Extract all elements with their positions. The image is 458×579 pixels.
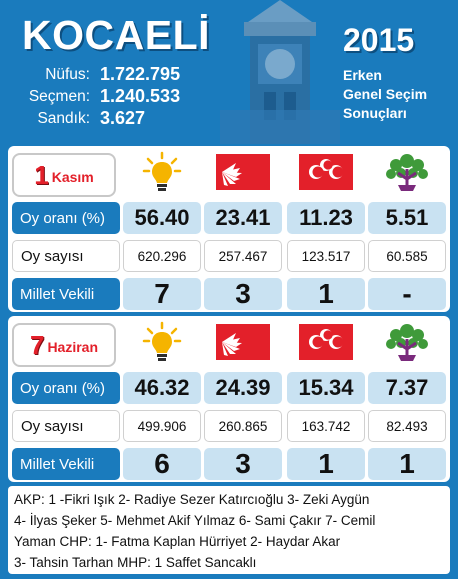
akp-mp-count: 6	[123, 448, 201, 480]
hdp-vote-share: 5.51	[368, 202, 446, 234]
hdp-vote-count: 82.493	[368, 410, 446, 442]
vote-share-row: Oy oranı (%) 56.40 23.41 11.23 5.51	[8, 200, 450, 236]
akp-vote-share: 46.32	[123, 372, 201, 404]
row-label: Oy oranı (%)	[12, 202, 120, 234]
subtitle-line: Erken	[343, 67, 382, 83]
date-number: 7	[29, 329, 45, 360]
stat-label: Seçmen:	[28, 88, 90, 105]
hdp-mp-count: -	[368, 278, 446, 310]
chp-logo-icon	[204, 150, 282, 194]
mhp-vote-count: 123.517	[287, 240, 365, 272]
date-number: 1	[34, 159, 49, 190]
header: KOCAELİ Nüfus: 1.722.795 Seçmen: 1.240.5…	[0, 0, 458, 144]
subtitle: Erken Genel Seçim Sonuçları	[343, 66, 427, 123]
stat-label: Nüfus:	[45, 66, 90, 83]
akp-vote-share: 56.40	[123, 202, 201, 234]
chp-vote-count: 260.865	[204, 410, 282, 442]
election-panel-1-kasim: 1 Kasım Oy oranı (%) 56.40 23.41 11.23 5…	[8, 146, 450, 312]
hdp-vote-count: 60.585	[368, 240, 446, 272]
chp-vote-count: 257.467	[204, 240, 282, 272]
party-logo-row: 7 Haziran	[8, 316, 450, 368]
mhp-vote-share: 11.23	[287, 202, 365, 234]
stat-label: Sandık:	[37, 110, 90, 127]
row-label: Oy sayısı	[12, 410, 120, 442]
date-badge: 7 Haziran	[12, 323, 116, 367]
mhp-mp-count: 1	[287, 448, 365, 480]
date-month: Haziran	[47, 339, 99, 355]
hdp-logo-icon	[368, 320, 446, 364]
mhp-logo-icon	[287, 320, 365, 364]
chp-vote-share: 23.41	[204, 202, 282, 234]
city-title: KOCAELİ	[22, 12, 210, 58]
candidate-line: 4- İlyas Şeker 5- Mehmet Akif Yılmaz 6- …	[14, 513, 376, 528]
akp-logo-icon	[123, 320, 201, 364]
subtitle-line: Genel Seçim	[343, 86, 428, 102]
vote-count-row: Oy sayısı 499.906 260.865 163.742 82.493	[8, 408, 450, 444]
stat-value: 3.627	[100, 108, 146, 128]
mhp-logo-icon	[287, 150, 365, 194]
akp-logo-icon	[123, 150, 201, 194]
year: 2015	[343, 22, 415, 58]
party-logo-row: 1 Kasım	[8, 146, 450, 198]
date-month: Kasım	[51, 169, 94, 185]
hdp-mp-count: 1	[368, 448, 446, 480]
row-label: Oy sayısı	[12, 240, 120, 272]
candidate-line: 3- Tahsin Tarhan MHP: 1 Saffet Sancaklı	[14, 555, 257, 570]
candidate-line: AKP: 1 -Fikri Işık 2- Radiye Sezer Katır…	[14, 492, 370, 507]
chp-mp-count: 3	[204, 448, 282, 480]
akp-vote-count: 620.296	[123, 240, 201, 272]
row-label: Oy oranı (%)	[12, 372, 120, 404]
mhp-vote-share: 15.34	[287, 372, 365, 404]
akp-vote-count: 499.906	[123, 410, 201, 442]
chp-logo-icon	[204, 320, 282, 364]
clock-tower-illustration	[220, 0, 340, 144]
stat-value: 1.240.533	[100, 86, 181, 106]
candidate-line: Yaman CHP: 1- Fatma Kaplan Hürriyet 2- H…	[14, 534, 341, 549]
subtitle-line: Sonuçları	[343, 105, 407, 121]
mp-count-row: Millet Vekili 7 3 1 -	[8, 276, 450, 312]
mhp-vote-count: 163.742	[287, 410, 365, 442]
vote-count-row: Oy sayısı 620.296 257.467 123.517 60.585	[8, 238, 450, 274]
mp-count-row: Millet Vekili 6 3 1 1	[8, 446, 450, 482]
date-badge: 1 Kasım	[12, 153, 116, 197]
chp-mp-count: 3	[204, 278, 282, 310]
hdp-vote-share: 7.37	[368, 372, 446, 404]
election-panel-7-haziran: 7 Haziran Oy oranı (%) 46.32 24.39 15.34…	[8, 316, 450, 482]
chp-vote-share: 24.39	[204, 372, 282, 404]
vote-share-row: Oy oranı (%) 46.32 24.39 15.34 7.37	[8, 370, 450, 406]
stat-value: 1.722.795	[100, 64, 181, 84]
row-label: Millet Vekili	[12, 448, 120, 480]
mhp-mp-count: 1	[287, 278, 365, 310]
row-label: Millet Vekili	[12, 278, 120, 310]
akp-mp-count: 7	[123, 278, 201, 310]
candidate-list: AKP: 1 -Fikri Işık 2- Radiye Sezer Katır…	[8, 486, 450, 574]
hdp-logo-icon	[368, 150, 446, 194]
